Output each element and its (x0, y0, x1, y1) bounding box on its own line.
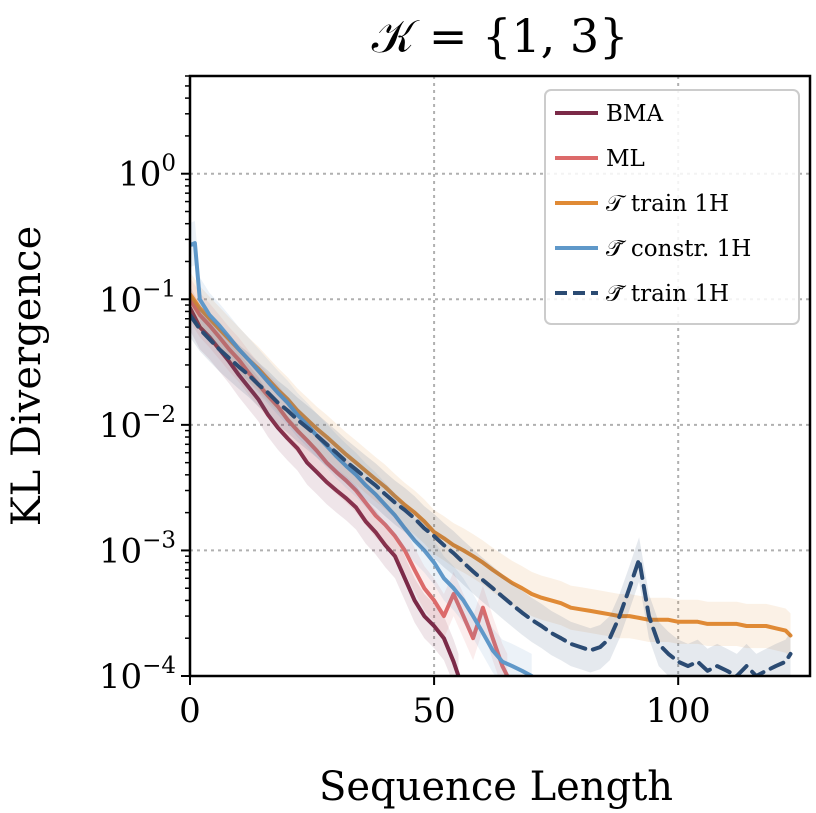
chart-title: 𝒦 = {1, 3} (372, 9, 629, 63)
y-tick-label: 10−4 (99, 653, 176, 697)
y-tick-label: 10−1 (99, 276, 176, 320)
series-3 (190, 221, 534, 676)
legend-label: ML (606, 146, 645, 172)
y-axis-label: KL Divergence (4, 226, 50, 527)
series-band (190, 221, 532, 676)
legend-label: 𝒯 train 1H (606, 191, 729, 217)
series-1 (190, 277, 510, 676)
series-line (190, 241, 534, 676)
series-line (190, 297, 510, 676)
legend-label: 𝒯̃ constr. 1H (606, 236, 751, 262)
legend-label: BMA (606, 101, 663, 127)
legend-label: 𝒯̃ train 1H (606, 281, 729, 307)
x-tick-label: 50 (412, 691, 455, 731)
x-axis-label: Sequence Length (319, 764, 673, 810)
series-band (190, 272, 791, 658)
x-tick-label: 0 (179, 691, 201, 731)
plot-frame (188, 74, 812, 678)
legend-frame (544, 89, 800, 325)
series-4 (190, 292, 793, 676)
series-line (190, 306, 461, 676)
y-tick-label: 10−2 (99, 402, 176, 446)
y-tick-label: 10−3 (99, 527, 176, 571)
y-tick-label: 100 (118, 151, 176, 195)
x-tick-label: 100 (646, 691, 711, 731)
ticks: 0 50 100 10−4 10−3 10−2 10−1 100 (99, 75, 711, 731)
series-band (190, 277, 508, 676)
series-line (190, 313, 793, 676)
series-group (190, 221, 793, 676)
series-band (190, 292, 791, 676)
series-2 (190, 272, 793, 658)
legend: BMA ML 𝒯 train 1H 𝒯̃ constr. 1H 𝒯̃ train 1H (544, 89, 800, 325)
series-line (190, 292, 793, 638)
